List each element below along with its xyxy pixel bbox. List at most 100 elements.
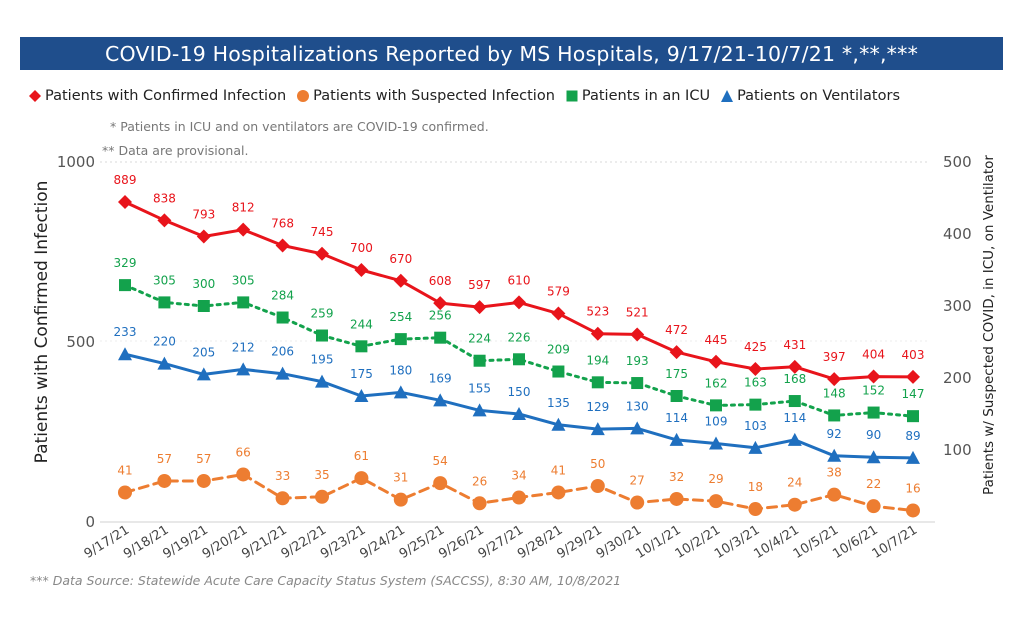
data-point-confirmed [354, 263, 369, 277]
chart-legend: Patients with Confirmed Infection Patien… [28, 86, 910, 106]
chart-title: COVID-19 Hospitalizations Reported by MS… [20, 37, 1003, 70]
data-label-confirmed: 521 [626, 305, 649, 319]
data-source-footnote: *** Data Source: Statewide Acute Care Ca… [30, 573, 622, 588]
data-point-confirmed [630, 327, 645, 342]
data-point-confirmed [512, 295, 526, 310]
legend-item-ventilators: Patients on Ventilators [720, 88, 900, 104]
data-point-icu [867, 406, 880, 419]
data-point-icu [394, 333, 407, 346]
data-point-ventilators [315, 374, 329, 388]
data-point-suspected [512, 490, 526, 505]
data-point-confirmed [709, 354, 723, 369]
y2-axis-title: Patients w/ Suspected COVID, in ICU, on … [981, 155, 997, 495]
data-point-ventilators [709, 436, 723, 450]
data-point-suspected [827, 487, 842, 502]
data-label-confirmed: 838 [153, 191, 176, 205]
data-label-icu: 284 [271, 289, 294, 303]
data-label-icu: 300 [192, 277, 215, 291]
data-label-icu: 226 [508, 330, 531, 344]
data-label-ventilators: 92 [827, 427, 842, 441]
data-label-suspected: 27 [630, 474, 645, 488]
square-icon [566, 90, 578, 102]
y2-tick-label: 400 [943, 225, 972, 243]
data-label-confirmed: 670 [389, 252, 412, 266]
data-point-confirmed [866, 369, 881, 384]
data-label-suspected: 16 [905, 481, 920, 495]
y-tick-label: 1000 [57, 153, 95, 171]
data-point-icu [631, 377, 644, 390]
data-point-confirmed [590, 326, 605, 341]
data-point-icu [907, 410, 919, 423]
data-label-ventilators: 175 [350, 367, 373, 381]
circle-icon [297, 90, 310, 102]
data-label-suspected: 57 [196, 452, 211, 466]
data-point-suspected [393, 492, 408, 507]
data-label-ventilators: 90 [866, 428, 881, 442]
data-point-ventilators [906, 450, 920, 464]
note-provisional: ** Data are provisional. [102, 143, 249, 158]
data-point-suspected [236, 467, 251, 482]
data-point-confirmed [472, 300, 487, 315]
data-label-ventilators: 150 [508, 385, 531, 399]
data-point-icu [749, 398, 762, 411]
y-axis-title: Patients with Confirmed Infection [32, 181, 52, 464]
data-point-confirmed [551, 306, 566, 321]
data-label-suspected: 31 [393, 471, 408, 485]
y2-tick-label: 500 [943, 153, 972, 171]
data-label-suspected: 22 [866, 477, 881, 491]
data-label-icu: 329 [114, 256, 137, 270]
data-point-icu [316, 329, 328, 342]
data-label-icu: 254 [389, 310, 412, 324]
data-point-confirmed [827, 372, 842, 387]
data-label-icu: 244 [350, 317, 373, 331]
data-point-ventilators [433, 393, 448, 407]
legend-item-icu: Patients in an ICU [565, 88, 710, 104]
triangle-icon [721, 90, 734, 102]
data-label-icu: 148 [823, 386, 846, 400]
data-point-suspected [866, 499, 881, 514]
data-label-icu: 194 [586, 353, 609, 367]
data-point-ventilators [748, 440, 763, 454]
data-point-icu [434, 331, 447, 344]
data-point-confirmed [433, 296, 448, 311]
data-point-confirmed [315, 246, 329, 261]
data-point-suspected [551, 485, 566, 500]
data-point-suspected [157, 473, 172, 488]
data-point-ventilators [196, 367, 211, 381]
data-point-ventilators [275, 366, 290, 380]
data-label-ventilators: 129 [586, 400, 609, 414]
legend-item-suspected: Patients with Suspected Infection [296, 88, 555, 104]
data-point-confirmed [393, 273, 408, 288]
data-label-icu: 162 [705, 376, 728, 390]
data-point-ventilators [551, 417, 566, 431]
legend-item-confirmed: Patients with Confirmed Infection [28, 88, 286, 104]
data-point-confirmed [275, 238, 290, 253]
data-label-suspected: 41 [117, 463, 132, 477]
data-label-suspected: 41 [551, 463, 566, 477]
data-label-suspected: 26 [472, 474, 487, 488]
data-label-confirmed: 403 [902, 348, 925, 362]
data-label-confirmed: 523 [586, 305, 609, 319]
data-point-ventilators [827, 448, 842, 462]
data-label-icu: 305 [153, 273, 176, 287]
data-point-icu [788, 395, 801, 408]
data-point-confirmed [787, 359, 802, 374]
data-label-icu: 259 [311, 307, 334, 321]
y2-tick-label: 200 [943, 369, 972, 387]
note-icu-ventilators: * Patients in ICU and on ventilators are… [110, 119, 489, 134]
data-label-confirmed: 431 [783, 338, 806, 352]
data-label-icu: 163 [744, 376, 767, 390]
data-label-ventilators: 212 [232, 340, 255, 354]
data-label-suspected: 34 [511, 469, 526, 483]
data-label-ventilators: 233 [114, 325, 137, 339]
legend-label-icu: Patients in an ICU [581, 88, 711, 104]
data-label-confirmed: 700 [350, 241, 373, 255]
data-point-suspected [472, 496, 487, 511]
data-label-confirmed: 445 [705, 333, 728, 347]
data-point-icu [276, 311, 289, 324]
data-point-suspected [906, 503, 920, 518]
data-point-confirmed [196, 229, 211, 244]
data-label-ventilators: 114 [783, 411, 806, 425]
data-label-confirmed: 889 [114, 173, 137, 187]
data-label-confirmed: 425 [744, 340, 767, 354]
